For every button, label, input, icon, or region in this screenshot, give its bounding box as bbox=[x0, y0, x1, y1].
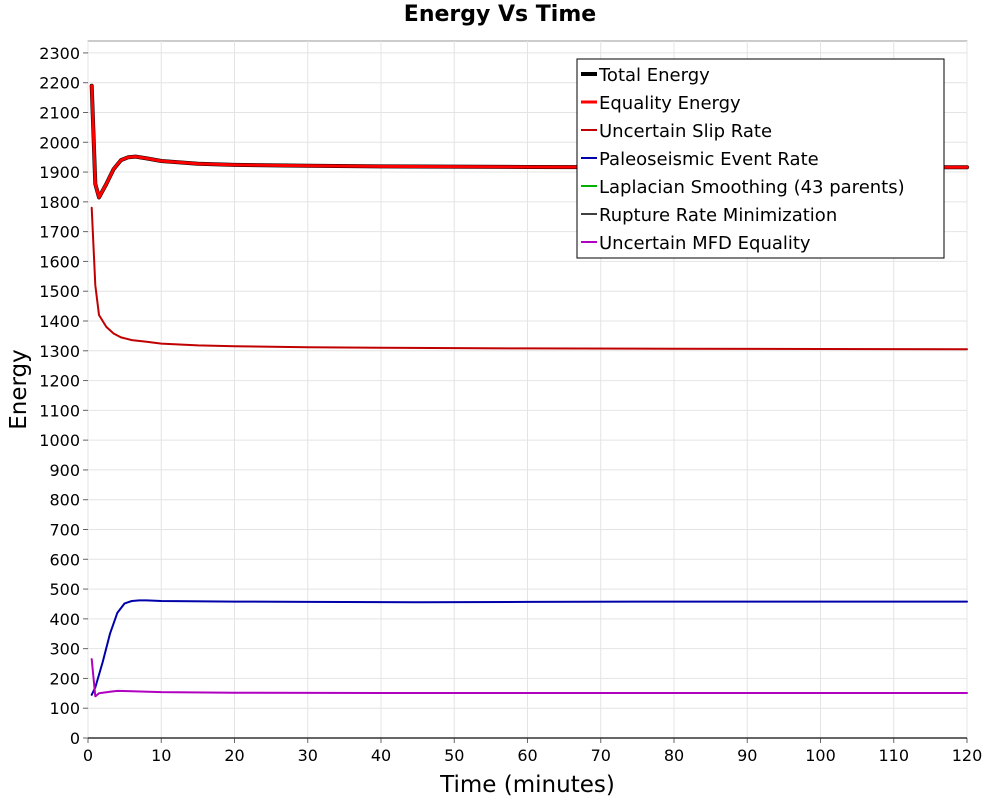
y-tick-label: 1600 bbox=[39, 252, 80, 271]
y-tick-label: 1900 bbox=[39, 163, 80, 182]
y-tick-label: 1400 bbox=[39, 312, 80, 331]
y-tick-label: 700 bbox=[49, 520, 80, 539]
x-tick-label: 110 bbox=[878, 746, 909, 765]
x-tick-label: 50 bbox=[444, 746, 464, 765]
legend-box bbox=[576, 58, 945, 259]
y-tick-label: 2000 bbox=[39, 133, 80, 152]
legend-label: Laplacian Smoothing (43 parents) bbox=[599, 177, 905, 198]
x-tick-label: 30 bbox=[298, 746, 318, 765]
series-line-uncertain-slip-rate bbox=[90, 206, 968, 351]
y-tick-label: 1200 bbox=[39, 372, 80, 391]
legend: Total Energy Equality Energy Uncertain Sli… bbox=[576, 58, 945, 259]
y-tick-label: 800 bbox=[49, 491, 80, 510]
legend-label: Equality Energy bbox=[599, 93, 741, 114]
y-tick-label: 1500 bbox=[39, 282, 80, 301]
y-axis-label: Energy bbox=[6, 349, 32, 430]
y-tick-label: 1300 bbox=[39, 342, 80, 361]
y-tick-label: 300 bbox=[49, 640, 80, 659]
y-tick-label: 1800 bbox=[39, 193, 80, 212]
y-tick-label: 2100 bbox=[39, 103, 80, 122]
x-tick-label: 60 bbox=[517, 746, 537, 765]
series-layer bbox=[89, 83, 969, 698]
y-tick-label: 600 bbox=[49, 550, 80, 569]
legend-label: Rupture Rate Minimization bbox=[599, 205, 837, 226]
x-tick-label: 0 bbox=[83, 746, 93, 765]
x-tick-label: 100 bbox=[805, 746, 836, 765]
series-line-uncertain-mfd-equality bbox=[90, 658, 968, 698]
y-tick-label: 1100 bbox=[39, 401, 80, 420]
x-tick-label: 70 bbox=[591, 746, 611, 765]
x-tick-label: 80 bbox=[664, 746, 684, 765]
x-tick-label: 120 bbox=[952, 746, 983, 765]
legend-label: Uncertain MFD Equality bbox=[599, 233, 811, 254]
x-tick-label: 10 bbox=[151, 746, 171, 765]
y-tick-label: 900 bbox=[49, 461, 80, 480]
legend-label: Paleoseismic Event Rate bbox=[599, 149, 819, 170]
y-tick-label: 2200 bbox=[39, 74, 80, 93]
y-tick-label: 0 bbox=[70, 729, 80, 748]
x-tick-label: 20 bbox=[224, 746, 244, 765]
y-tick-label: 500 bbox=[49, 580, 80, 599]
y-tick-label: 100 bbox=[49, 699, 80, 718]
series-line-equality-energy bbox=[90, 84, 969, 199]
grid-layer bbox=[87, 41, 968, 739]
y-tick-label: 1700 bbox=[39, 223, 80, 242]
x-tick-label: 90 bbox=[737, 746, 757, 765]
chart-title: Energy Vs Time bbox=[403, 2, 597, 27]
x-tick-label: 40 bbox=[371, 746, 391, 765]
y-tick-label: 200 bbox=[49, 669, 80, 688]
axis-layer: 0 10 20 30 40 50 60 70 80 90 100 110 120010020030040… bbox=[39, 44, 982, 765]
y-tick-label: 1000 bbox=[39, 431, 80, 450]
x-axis-label: Time (minutes) bbox=[439, 772, 615, 798]
y-tick-label: 2300 bbox=[39, 44, 80, 63]
legend-label: Total Energy bbox=[598, 65, 710, 86]
y-tick-label: 400 bbox=[49, 610, 80, 629]
series-line-paleoseismic-event-rate bbox=[90, 599, 968, 696]
legend-label: Uncertain Slip Rate bbox=[599, 121, 772, 142]
